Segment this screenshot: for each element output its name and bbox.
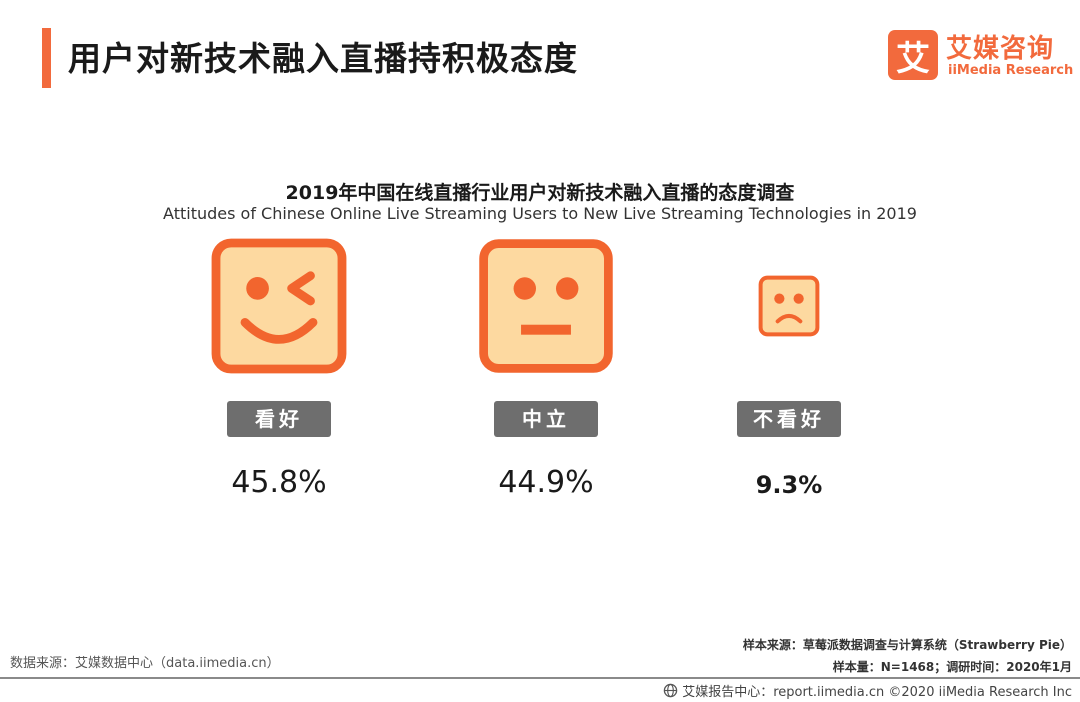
chart-title: 2019年中国在线直播行业用户对新技术融入直播的态度调查 bbox=[285, 182, 795, 204]
logo-name-cn: 艾媒咨询 bbox=[946, 34, 1055, 64]
category-label-box bbox=[737, 401, 841, 437]
attitude-chart: 看好 45.8% 中立 44.9% 不看好 9.3% bbox=[211, 238, 841, 500]
category-label-box bbox=[227, 401, 331, 437]
footer-divider bbox=[0, 677, 1080, 679]
face-box bbox=[211, 238, 347, 374]
category-label: 不看好 bbox=[753, 407, 825, 431]
category-label: 看好 bbox=[255, 407, 303, 431]
sample-size-note: 样本量：N=1468；调研时间：2020年1月 bbox=[832, 660, 1072, 674]
category-label-box bbox=[494, 401, 598, 437]
face-wink bbox=[287, 271, 315, 306]
face-eye bbox=[246, 277, 269, 300]
report-center-text: 艾媒报告中心：report.iimedia.cn ©2020 iiMedia R… bbox=[682, 685, 1072, 700]
face-smile bbox=[240, 317, 318, 344]
face-box bbox=[758, 275, 820, 337]
logo-mark: 艾 bbox=[888, 30, 938, 80]
face-eye-right bbox=[555, 277, 579, 300]
report-center-note: 艾媒报告中心：report.iimedia.cn ©2020 iiMedia R… bbox=[663, 681, 1072, 700]
title-accent-bar bbox=[42, 28, 51, 88]
globe-icon bbox=[663, 683, 678, 698]
face-frown bbox=[775, 313, 803, 324]
neutral-face-icon bbox=[479, 239, 613, 373]
face-mouth-flat bbox=[521, 324, 571, 335]
sad-face-icon bbox=[758, 275, 820, 337]
winking-smile-face-icon bbox=[211, 238, 347, 374]
value-label: 44.9% bbox=[498, 465, 593, 500]
sample-source-note: 样本来源：草莓派数据调查与计算系统（Strawberry Pie） bbox=[742, 638, 1072, 652]
category-label: 中立 bbox=[522, 407, 570, 431]
logo-name-en: iiMedia Research bbox=[948, 63, 1074, 78]
face-eye-right bbox=[793, 293, 804, 304]
page-title: 用户对新技术融入直播持积极态度 bbox=[68, 39, 578, 78]
value-label: 9.3% bbox=[756, 471, 823, 499]
value-label: 45.8% bbox=[231, 465, 326, 500]
face-eye-left bbox=[774, 293, 785, 304]
chart-subtitle: Attitudes of Chinese Online Live Streami… bbox=[163, 204, 917, 223]
data-source-note: 数据来源：艾媒数据中心（data.iimedia.cn） bbox=[10, 656, 280, 671]
iimedia-logo: 艾 艾媒咨询 iiMedia Research bbox=[888, 30, 1073, 84]
face-box bbox=[479, 239, 613, 373]
face-eye-left bbox=[513, 277, 537, 300]
